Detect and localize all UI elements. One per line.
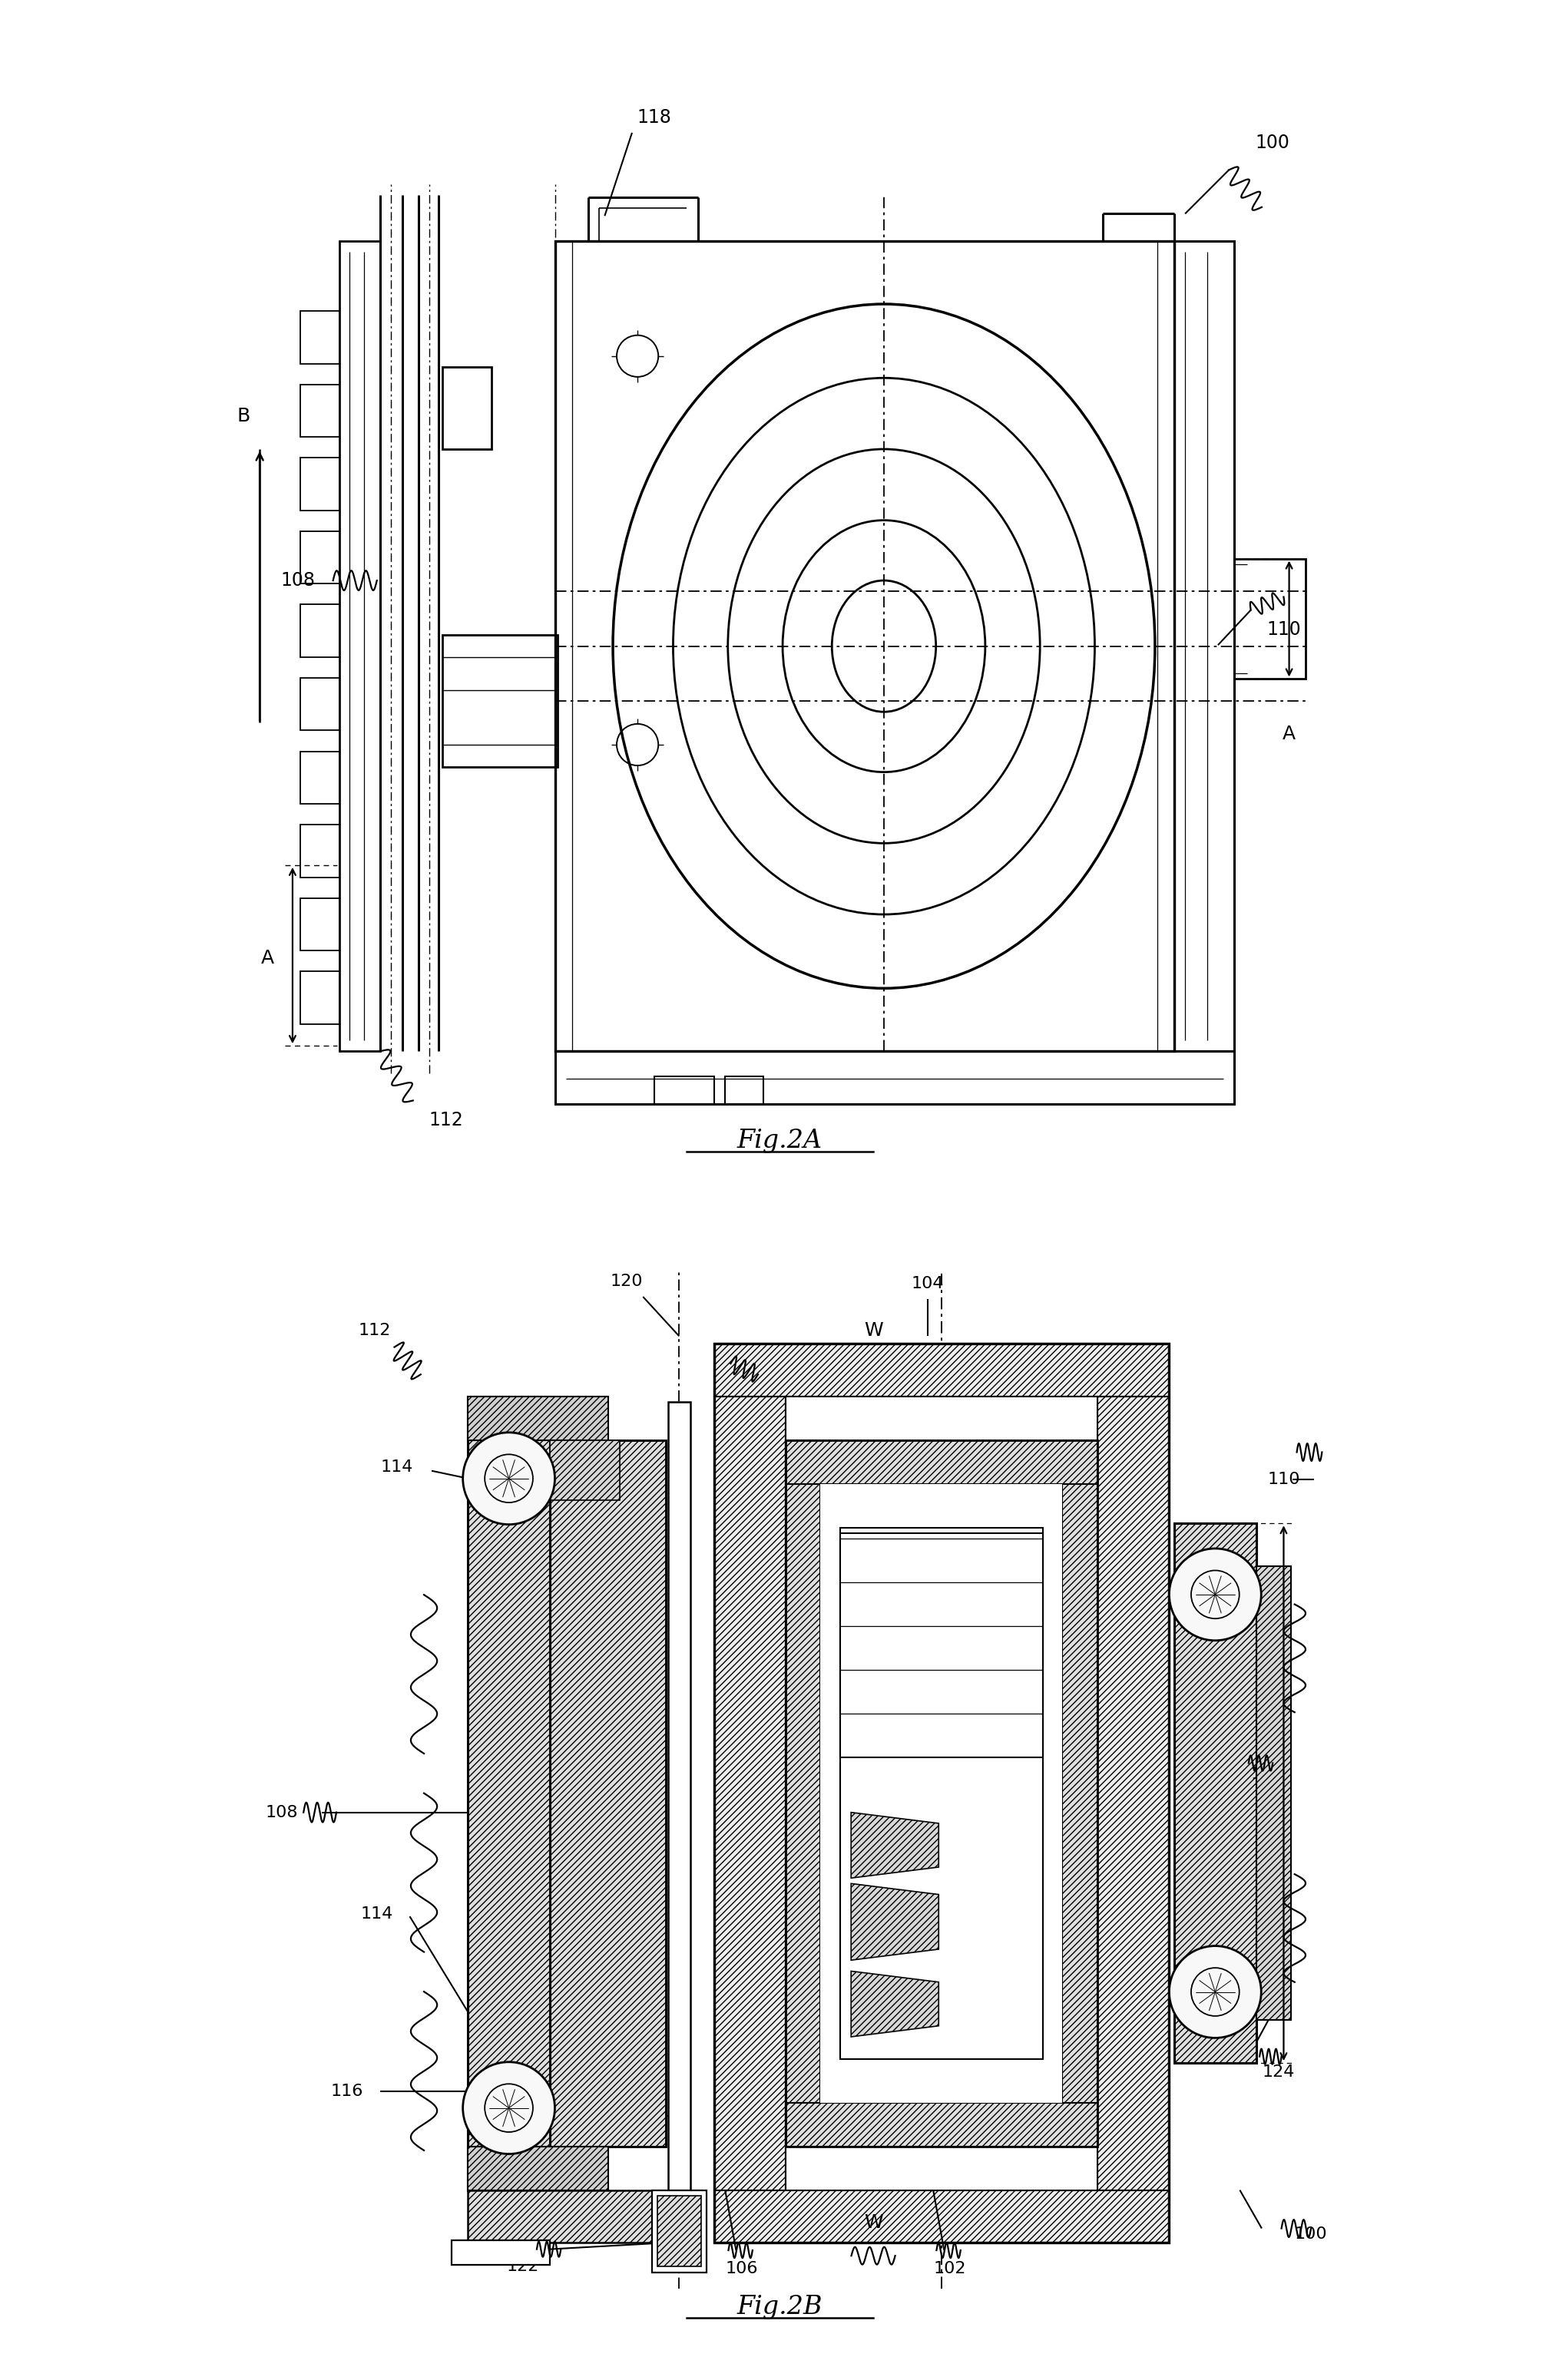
Polygon shape: [851, 1883, 939, 1961]
Bar: [299, 605, 340, 657]
Circle shape: [616, 336, 658, 376]
Polygon shape: [851, 1971, 939, 2037]
Text: W: W: [864, 2213, 882, 2232]
Bar: [299, 386, 340, 438]
Text: 118: 118: [490, 2123, 522, 2137]
Bar: [299, 457, 340, 509]
Text: 116: 116: [331, 2085, 363, 2099]
Text: 108: 108: [281, 571, 315, 590]
Bar: [1174, 240, 1233, 1052]
Bar: [820, 1483, 1062, 2102]
Bar: [299, 752, 340, 804]
Text: B: B: [237, 407, 249, 426]
Text: 114: 114: [360, 1906, 393, 1923]
Bar: [451, 2240, 550, 2263]
Text: 106: 106: [725, 2261, 758, 2278]
Text: 126: 126: [1250, 1766, 1283, 1783]
Bar: [1174, 1523, 1255, 2063]
Circle shape: [1169, 1947, 1261, 2037]
Bar: [725, 1076, 762, 1104]
Bar: [299, 531, 340, 583]
Text: 102: 102: [932, 2261, 965, 2278]
Bar: [714, 1345, 1168, 1397]
Text: 108: 108: [265, 1804, 298, 1821]
Text: A: A: [260, 950, 274, 966]
Bar: [468, 1397, 550, 2190]
Text: 100: 100: [1294, 2225, 1327, 2242]
Bar: [550, 1440, 666, 2147]
Text: A: A: [1281, 724, 1296, 743]
Bar: [1233, 559, 1305, 678]
Bar: [786, 1440, 1098, 1485]
Bar: [667, 1402, 689, 2190]
Bar: [656, 2194, 700, 2266]
Text: W: W: [864, 1321, 882, 1340]
Bar: [443, 635, 557, 766]
Bar: [786, 1440, 1098, 2147]
Text: Fig.2A: Fig.2A: [737, 1128, 822, 1152]
Text: 124: 124: [1261, 2063, 1294, 2080]
Bar: [443, 367, 491, 450]
Bar: [550, 1440, 666, 2147]
Bar: [299, 897, 340, 950]
Bar: [555, 1052, 1233, 1104]
Bar: [652, 2190, 706, 2273]
Polygon shape: [851, 1814, 939, 1878]
Bar: [840, 1528, 1043, 2059]
Circle shape: [616, 724, 658, 766]
Bar: [786, 1397, 1098, 2190]
Bar: [1255, 1566, 1291, 2021]
Bar: [468, 1397, 608, 1440]
Text: 110: 110: [1267, 1471, 1299, 1488]
Bar: [299, 312, 340, 364]
Bar: [714, 1397, 786, 2190]
Text: 112: 112: [359, 1323, 391, 1338]
Bar: [840, 1533, 1043, 1756]
Bar: [550, 1440, 619, 1499]
Text: 122: 122: [507, 2259, 538, 2275]
Bar: [468, 2147, 608, 2190]
Text: 104: 104: [910, 1276, 943, 1292]
Bar: [1098, 1397, 1168, 2190]
Text: 120: 120: [610, 1273, 642, 1290]
Bar: [340, 240, 380, 1052]
Text: 110: 110: [1266, 621, 1300, 638]
Bar: [1174, 1523, 1255, 2063]
Bar: [468, 1397, 550, 2190]
Bar: [786, 2102, 1098, 2147]
Bar: [714, 2190, 1168, 2242]
Bar: [714, 1345, 1168, 2242]
Text: 118: 118: [636, 107, 670, 126]
Text: 114: 114: [380, 1459, 413, 1476]
Text: 100: 100: [1255, 133, 1289, 152]
Text: 112: 112: [429, 1111, 463, 1130]
Bar: [299, 678, 340, 731]
Bar: [1062, 1440, 1098, 2147]
Bar: [653, 1076, 714, 1104]
Text: Fig.2B: Fig.2B: [737, 2294, 822, 2318]
Circle shape: [463, 1433, 555, 1526]
Bar: [468, 2190, 666, 2242]
Circle shape: [1169, 1549, 1261, 1640]
Bar: [786, 1440, 820, 2147]
Bar: [299, 823, 340, 878]
Bar: [555, 240, 1174, 1052]
Circle shape: [463, 2061, 555, 2154]
Bar: [299, 971, 340, 1023]
